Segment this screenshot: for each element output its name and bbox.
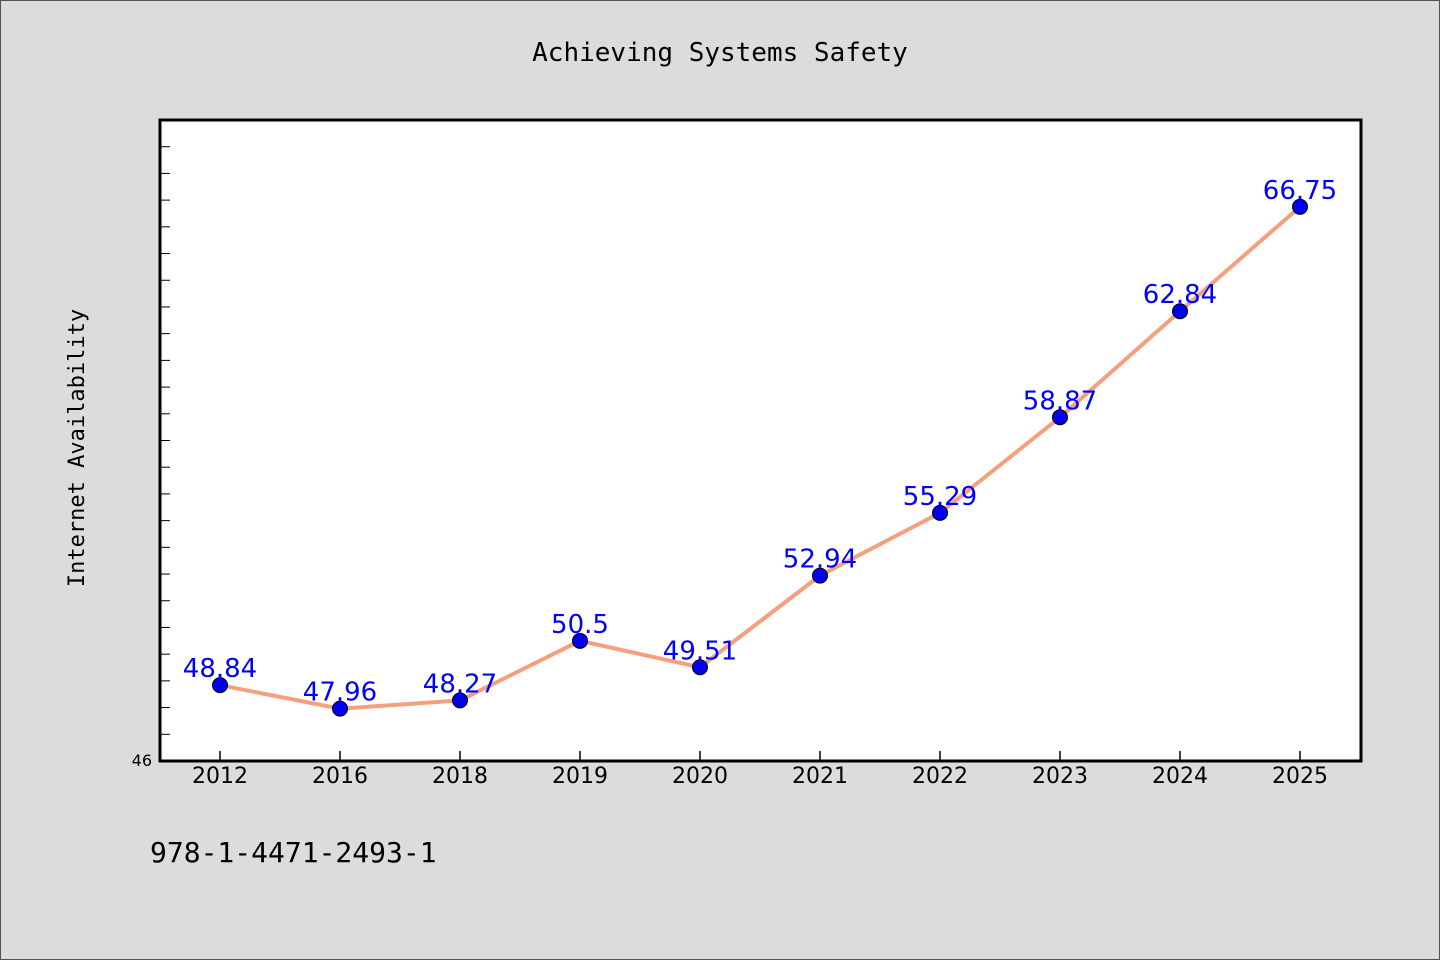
x-axis-ticks: 2012 2016 2018 2019 2020 2021 2022 2023 2024 2025 <box>192 751 1328 789</box>
data-point-marker <box>1052 409 1068 426</box>
isbn-footer: 978-1-4471-2493-1 <box>150 836 437 869</box>
data-point-marker <box>212 677 228 694</box>
y-tick-label-min: 46 <box>132 751 152 770</box>
data-point-marker <box>692 659 708 676</box>
data-label: 55.29 <box>903 482 977 512</box>
chart-title: Achieving Systems Safety <box>532 38 908 68</box>
x-tick-label: 2021 <box>792 764 848 789</box>
x-tick-label: 2025 <box>1272 764 1328 789</box>
data-point-marker <box>1292 198 1308 215</box>
plot-area <box>158 118 1363 763</box>
data-label: 50.5 <box>551 610 609 640</box>
x-tick-label: 2019 <box>552 764 608 789</box>
data-label: 58.87 <box>1023 386 1097 416</box>
x-tick-label: 2020 <box>672 764 728 789</box>
data-label: 62.84 <box>1143 280 1217 310</box>
x-tick-label: 2012 <box>192 764 248 789</box>
data-point-marker <box>812 567 828 584</box>
data-point-marker <box>932 504 948 521</box>
data-label: 52.94 <box>783 545 857 575</box>
y-axis-label: Internet Availability <box>65 309 90 587</box>
y-axis-ticks <box>160 146 170 735</box>
data-label: 48.27 <box>423 669 497 699</box>
x-tick-label: 2018 <box>432 764 488 789</box>
data-point-marker <box>452 692 468 709</box>
series-markers <box>212 198 1308 717</box>
series-line <box>219 205 1302 711</box>
data-labels: 48.84 47.96 48.27 50.5 49.51 52.94 55.29 58.87 6… <box>183 176 1337 708</box>
x-tick-label: 2024 <box>1152 764 1208 789</box>
data-point-marker <box>572 632 588 649</box>
x-tick-label: 2022 <box>912 764 968 789</box>
data-label: 66.75 <box>1263 176 1337 206</box>
data-label: 48.84 <box>183 654 257 684</box>
data-label: 49.51 <box>663 636 737 666</box>
x-tick-label: 2016 <box>312 764 368 789</box>
x-tick-label: 2023 <box>1032 764 1088 789</box>
data-label: 47.96 <box>303 678 377 708</box>
data-point-marker <box>1172 303 1188 320</box>
data-point-marker <box>332 700 348 717</box>
